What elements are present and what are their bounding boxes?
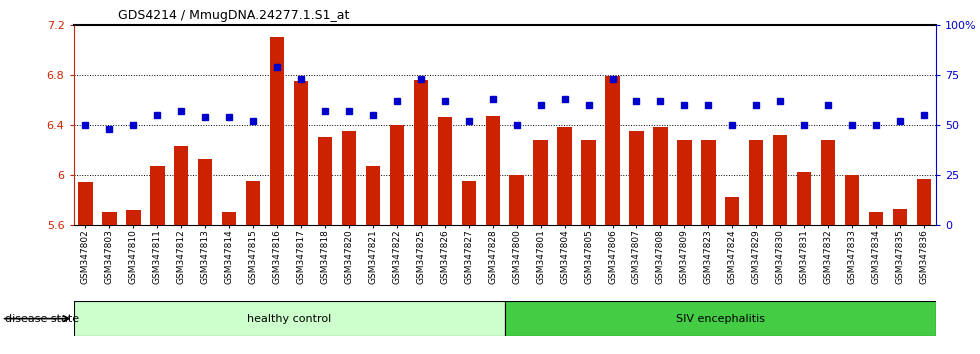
Bar xyxy=(797,172,811,225)
Bar xyxy=(198,159,213,225)
Bar xyxy=(845,175,859,225)
Bar xyxy=(414,80,428,225)
Bar xyxy=(606,76,619,225)
Bar xyxy=(893,209,907,225)
Bar xyxy=(270,37,284,225)
Bar xyxy=(342,131,356,225)
Text: SIV encephalitis: SIV encephalitis xyxy=(676,314,764,324)
Bar xyxy=(654,127,667,225)
Bar xyxy=(174,146,188,225)
Bar xyxy=(821,140,835,225)
Bar xyxy=(74,301,505,336)
Bar xyxy=(505,301,936,336)
Bar xyxy=(677,140,692,225)
Bar xyxy=(462,181,476,225)
Bar xyxy=(102,212,117,225)
Bar xyxy=(510,175,524,225)
Bar xyxy=(438,117,452,225)
Bar xyxy=(366,166,380,225)
Bar xyxy=(916,178,931,225)
Bar xyxy=(629,131,644,225)
Bar xyxy=(78,182,93,225)
Text: GDS4214 / MmugDNA.24277.1.S1_at: GDS4214 / MmugDNA.24277.1.S1_at xyxy=(118,9,349,22)
Bar xyxy=(701,140,715,225)
Bar xyxy=(533,140,548,225)
Bar xyxy=(246,181,261,225)
Bar xyxy=(581,140,596,225)
Bar xyxy=(390,125,404,225)
Bar xyxy=(222,212,236,225)
Bar xyxy=(150,166,165,225)
Bar xyxy=(749,140,763,225)
Bar xyxy=(558,127,571,225)
Bar xyxy=(773,135,787,225)
Text: healthy control: healthy control xyxy=(247,314,331,324)
Bar xyxy=(318,137,332,225)
Bar xyxy=(126,210,140,225)
Bar xyxy=(485,116,500,225)
Text: disease state: disease state xyxy=(5,314,79,324)
Bar xyxy=(869,212,883,225)
Bar xyxy=(294,81,309,225)
Bar xyxy=(725,197,740,225)
